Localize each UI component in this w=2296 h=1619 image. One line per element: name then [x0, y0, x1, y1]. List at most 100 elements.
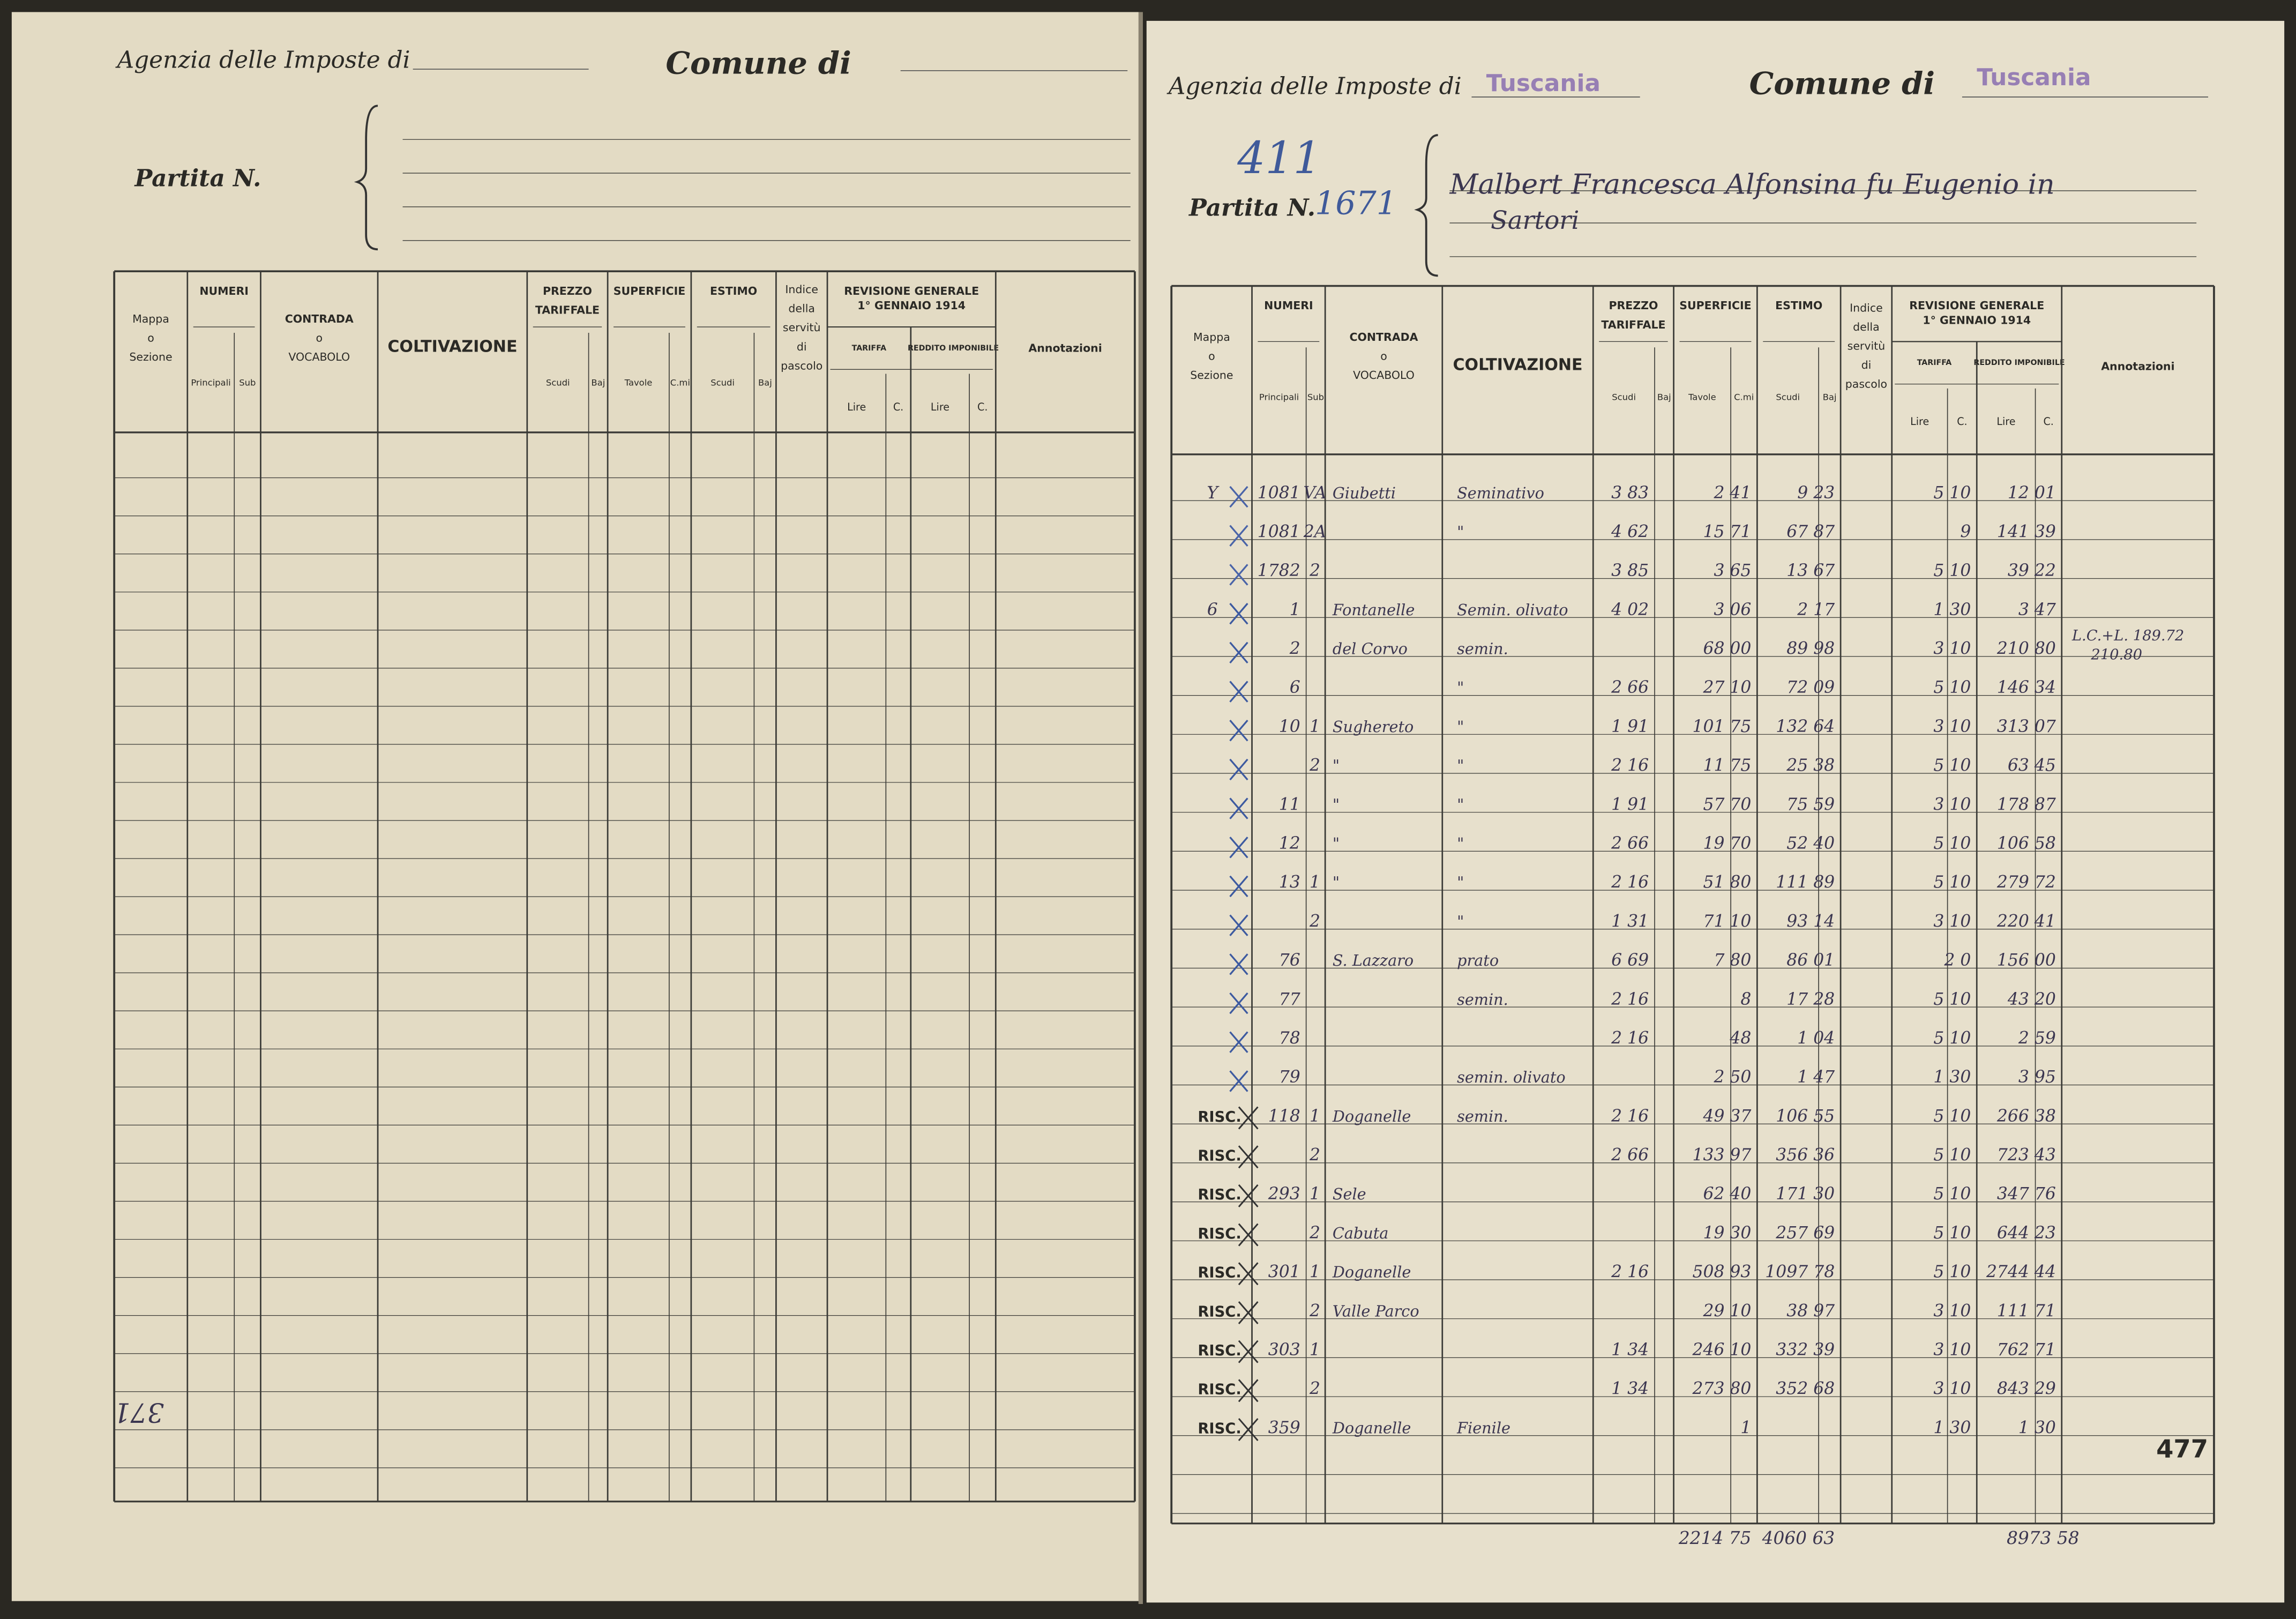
cell: 5 10	[1933, 561, 1971, 580]
agency-label: Agenzia delle Imposte di	[115, 46, 410, 73]
stamp: RISC.	[1198, 1382, 1241, 1398]
cell: 303	[1268, 1340, 1300, 1360]
column-header: NUMERI	[1264, 299, 1313, 312]
cell: 1 47	[1797, 1068, 1835, 1087]
check-mark	[1238, 1340, 1259, 1363]
cell: 5 10	[1933, 1223, 1971, 1243]
cell: 68 00	[1703, 639, 1751, 659]
cell: 266 38	[1996, 1107, 2056, 1126]
cell: 171 30	[1776, 1184, 1835, 1204]
sub-header: Baj	[1657, 392, 1671, 402]
check-mark	[1238, 1418, 1259, 1442]
sub-header: C.	[1957, 415, 1967, 428]
sub-header: Principali	[1259, 392, 1299, 402]
cell: 2 16	[1611, 990, 1649, 1009]
cell: 5 10	[1933, 1263, 1971, 1282]
cell: 27 10	[1702, 678, 1751, 697]
sub-header: Tavole	[624, 377, 653, 387]
cell: 5 10	[1933, 756, 1971, 775]
cell: Doganelle	[1332, 1263, 1411, 1281]
cell: 1081	[1258, 522, 1300, 541]
cell: 359	[1268, 1418, 1300, 1437]
sub-header: C.mi	[1734, 392, 1754, 402]
brace	[1414, 134, 1438, 277]
cell: 156 00	[1997, 951, 2056, 970]
comune-stamp: Tuscania	[1977, 64, 2091, 91]
cell: "	[1457, 718, 1464, 736]
check-mark	[1229, 602, 1248, 625]
column-header: VOCABOLO	[1353, 369, 1415, 382]
cell: Y	[1207, 483, 1220, 503]
cell: 5 10	[1933, 873, 1971, 892]
cell: 6 69	[1611, 951, 1649, 970]
column-header: di	[797, 340, 807, 353]
cell: 1 34	[1611, 1379, 1649, 1399]
cell: 3 06	[1714, 600, 1751, 620]
cell: 5 10	[1933, 1184, 1971, 1204]
cell: 3 10	[1933, 1301, 1971, 1320]
agency-label: Agenzia delle Imposte di	[1166, 73, 1462, 100]
column-header: ESTIMO	[710, 285, 757, 297]
stamp: RISC.	[1198, 1420, 1241, 1437]
cell: 356 36	[1776, 1146, 1835, 1165]
check-mark	[1229, 681, 1248, 703]
column-header: servitù	[783, 321, 821, 334]
cell: 5 10	[1933, 1146, 1971, 1165]
check-mark	[1229, 1070, 1248, 1092]
stamp: RISC.	[1198, 1226, 1241, 1242]
cell: 5 10	[1933, 1107, 1971, 1126]
cell: 293	[1268, 1184, 1300, 1204]
column-header: Sezione	[129, 350, 172, 363]
cell: 3 10	[1933, 639, 1971, 659]
column-header: o	[1380, 350, 1387, 363]
cell: 1 31	[1611, 912, 1649, 931]
group-header: TARIFFA	[1917, 359, 1952, 367]
partita-label: Partita N.	[1188, 194, 1315, 221]
check-mark	[1229, 914, 1248, 936]
cell: S. Lazzaro	[1333, 951, 1414, 969]
sub-header: Lire	[1996, 415, 2015, 428]
cell: 3 83	[1611, 483, 1649, 503]
cell: 2	[1309, 1223, 1320, 1243]
cell: 8	[1740, 990, 1751, 1009]
cell: 6	[1290, 678, 1300, 697]
cell: 332 39	[1776, 1340, 1835, 1360]
cell: Doganelle	[1332, 1419, 1411, 1437]
cell: "	[1457, 757, 1464, 775]
sub-header: Scudi	[1612, 392, 1636, 402]
cell: 5 10	[1933, 678, 1971, 697]
cell: 5 10	[1933, 483, 1971, 503]
partita-label: Partita N.	[133, 165, 261, 192]
cell: 93 14	[1786, 912, 1835, 931]
right-page	[1146, 20, 2285, 1603]
sub-header: Lire	[1910, 415, 1929, 428]
check-mark	[1229, 953, 1248, 975]
cell: 2 16	[1611, 756, 1649, 775]
cell: 2	[1309, 1301, 1320, 1320]
cell: 1097 78	[1765, 1263, 1835, 1282]
sub-header: Sub	[1307, 392, 1324, 402]
page-number: 477	[2156, 1435, 2208, 1464]
cell: 1782	[1258, 561, 1300, 580]
cell: Giubetti	[1333, 484, 1396, 502]
cell: 12 01	[2008, 483, 2056, 503]
cell: 4 62	[1611, 522, 1649, 541]
column-header: Annotazioni	[1028, 342, 1102, 355]
cell: 11	[1279, 795, 1300, 814]
cell: 723 43	[1997, 1146, 2056, 1165]
cell: 2A	[1303, 522, 1327, 541]
annotation: 210.80	[2090, 646, 2142, 663]
check-mark	[1229, 564, 1248, 586]
cell: 1	[1310, 1340, 1320, 1360]
column-header: o	[1208, 350, 1215, 363]
cell: 75 59	[1786, 795, 1835, 814]
cell: 76	[1279, 951, 1300, 970]
cell: 29 10	[1702, 1301, 1751, 1320]
check-mark	[1238, 1262, 1259, 1286]
column-header: COLTIVAZIONE	[387, 338, 517, 356]
cell: 1	[1310, 1263, 1320, 1282]
cell: 10	[1279, 717, 1300, 736]
cell: semin.	[1457, 640, 1508, 658]
annotation: L.C.+L. 189.72	[2071, 628, 2184, 644]
cell: 2 0	[1943, 951, 1971, 970]
